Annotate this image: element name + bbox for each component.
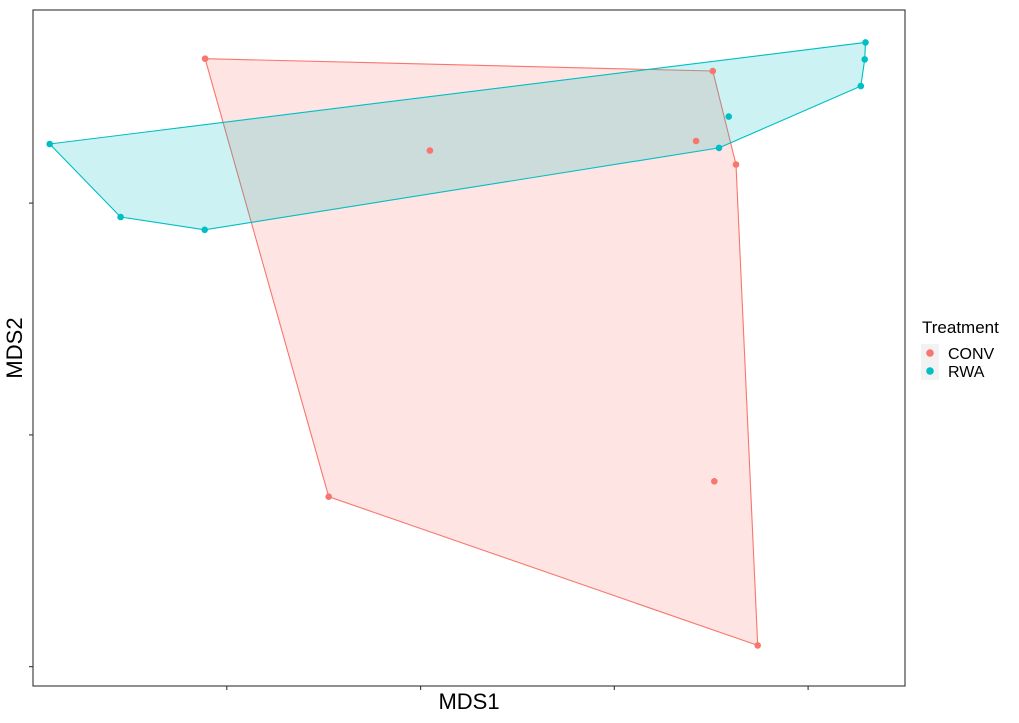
legend-label-rwa: RWA	[948, 364, 985, 381]
y-axis-title: MDS2	[2, 317, 27, 378]
point-conv-3	[692, 137, 700, 145]
point-conv-5	[754, 642, 761, 649]
point-rwa-4	[715, 144, 723, 152]
point-rwa-0	[862, 39, 869, 46]
point-rwa-6	[117, 213, 124, 221]
point-rwa-1	[861, 56, 868, 63]
point-conv-2	[426, 147, 434, 154]
point-conv-0	[201, 55, 209, 62]
point-conv-7	[325, 493, 333, 501]
point-conv-1	[709, 67, 717, 75]
legend-title: Treatment	[922, 318, 999, 337]
panel-border	[32, 9, 906, 687]
legend-swatch-conv	[926, 349, 934, 357]
panel-background	[33, 10, 905, 686]
point-layer	[46, 39, 869, 649]
point-rwa-3	[725, 113, 732, 120]
hull-conv	[204, 58, 759, 647]
point-conv-6	[711, 478, 718, 485]
legend-label-conv: CONV	[948, 346, 995, 363]
hull-rwa	[48, 41, 867, 231]
hull-layer	[48, 41, 867, 647]
point-rwa-5	[46, 140, 53, 148]
axis-ticks	[29, 202, 809, 690]
legend-swatch-rwa	[926, 367, 934, 375]
point-rwa-2	[857, 82, 865, 90]
point-rwa-7	[201, 226, 208, 234]
x-axis-title: MDS1	[438, 689, 499, 714]
point-conv-4	[732, 161, 740, 168]
